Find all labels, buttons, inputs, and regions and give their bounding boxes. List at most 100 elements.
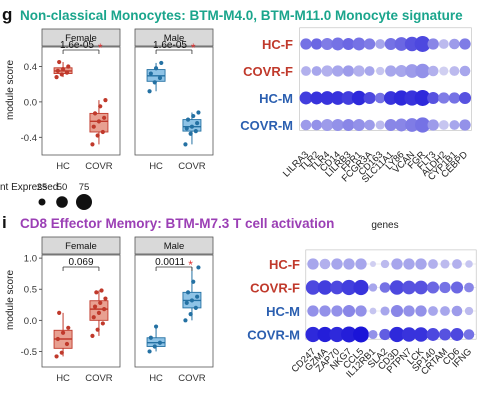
expression-dot	[375, 39, 386, 49]
data-point	[195, 294, 200, 299]
expression-dot	[352, 37, 366, 51]
data-point	[157, 340, 163, 345]
expression-dot	[403, 305, 415, 317]
expression-dot	[415, 305, 427, 317]
expression-dot	[307, 258, 319, 270]
data-point	[196, 110, 201, 115]
data-point	[94, 290, 99, 295]
legend-title: nt Expressed	[0, 182, 58, 193]
data-point	[189, 124, 195, 129]
expression-dot	[394, 118, 408, 132]
expression-dot	[450, 328, 464, 341]
expression-dot	[380, 306, 390, 316]
expression-dot	[317, 280, 333, 295]
expression-dot	[393, 90, 409, 106]
panel-letter-i: i	[2, 213, 7, 232]
data-point	[189, 298, 195, 303]
expression-dot	[331, 305, 343, 317]
data-point	[184, 126, 189, 131]
expression-dot	[300, 119, 312, 131]
expression-dot	[299, 91, 313, 105]
x-tick-label: HC	[149, 161, 163, 172]
expression-dot	[439, 66, 449, 76]
y-tick-label: 1.0	[24, 254, 37, 265]
panel-i-ylabel: module score	[5, 270, 16, 330]
data-point	[96, 119, 102, 124]
expression-dot	[343, 258, 355, 270]
expression-dot	[364, 119, 375, 131]
expression-dot	[331, 118, 344, 132]
expression-dot	[320, 91, 335, 105]
significance-star: *	[191, 41, 196, 55]
panel-i-yticks: 1.0 0.5 0.0 -0.5	[21, 254, 42, 358]
expression-dot	[369, 260, 377, 268]
expression-dot	[415, 258, 427, 270]
expression-dot	[440, 306, 450, 316]
data-point	[64, 70, 70, 75]
panel-border	[41, 254, 121, 368]
expression-dot	[352, 118, 366, 132]
data-point	[91, 124, 96, 129]
expression-dot	[353, 65, 365, 77]
panel-i-female-boxplot: Female HC COVR 0.069	[41, 236, 121, 384]
expression-dot	[449, 120, 460, 130]
data-point	[99, 288, 104, 293]
facet-strip-label: Female	[65, 33, 97, 44]
expression-dot	[311, 66, 322, 76]
expression-dot	[385, 65, 397, 77]
expression-dot	[353, 326, 369, 343]
panel-border	[41, 46, 121, 156]
expression-dot	[459, 119, 471, 131]
size-legend: 25 50 75	[37, 182, 92, 210]
data-point	[153, 324, 159, 329]
row-label: COVR-F	[243, 64, 293, 79]
expression-dot	[465, 260, 473, 268]
expression-dot	[353, 279, 369, 296]
data-point	[100, 129, 105, 135]
data-point	[57, 59, 62, 65]
expression-dot	[389, 326, 405, 343]
data-point	[152, 80, 157, 85]
data-point	[95, 327, 100, 332]
significance-star: *	[98, 41, 103, 55]
expression-dot	[426, 281, 440, 294]
expression-dot	[351, 90, 367, 106]
dotplot-frame	[305, 249, 477, 340]
panel-border	[134, 46, 214, 156]
panel-i-title: CD8 Effector Memory: BTM-M7.3 T cell act…	[20, 216, 334, 231]
data-point	[157, 75, 163, 81]
data-point	[103, 296, 108, 301]
y-tick-label: 0.5	[24, 285, 37, 296]
expression-dot	[459, 65, 471, 77]
row-label: HC-M	[266, 304, 300, 319]
expression-dot	[427, 119, 439, 131]
legend-size-label: 75	[79, 182, 90, 193]
legend-size-label: 25	[37, 182, 48, 193]
expression-dot	[317, 326, 333, 343]
expression-dot	[342, 65, 355, 77]
expression-dot	[383, 91, 398, 105]
expression-dot	[459, 38, 471, 50]
data-point	[191, 279, 196, 284]
expression-dot	[363, 38, 376, 50]
expression-dot	[414, 90, 431, 106]
data-point	[92, 304, 98, 309]
expression-dot	[458, 91, 472, 105]
expression-dot	[395, 64, 408, 78]
y-tick-label: 0.0	[24, 97, 37, 108]
expression-dot	[463, 329, 475, 340]
expression-dot	[305, 280, 321, 295]
x-tick-label: COVR	[85, 373, 113, 384]
data-point	[100, 321, 105, 326]
data-point	[188, 312, 193, 317]
legend-size-dot	[38, 198, 46, 206]
expression-dot	[368, 283, 378, 292]
expression-dot	[403, 258, 415, 270]
data-point	[98, 104, 103, 109]
expression-dot	[376, 66, 385, 76]
expression-dot	[300, 38, 312, 50]
expression-dot	[439, 281, 451, 294]
expression-dot	[319, 305, 331, 317]
data-point	[54, 354, 59, 359]
legend-size-dot	[56, 196, 68, 208]
